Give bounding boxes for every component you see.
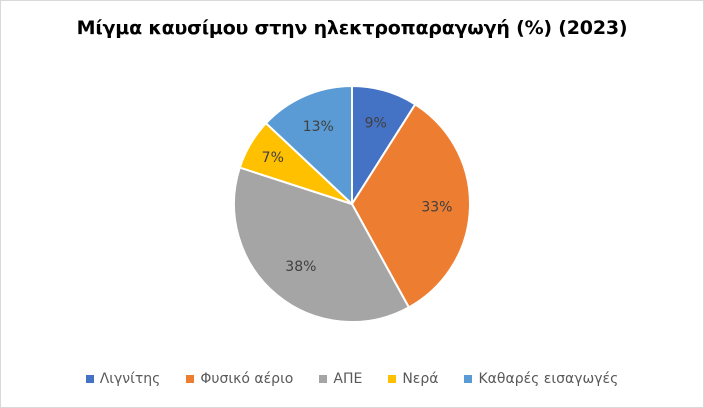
legend-swatch-icon [319,375,328,383]
data-label: 13% [303,119,334,135]
legend-item-res[interactable]: ΑΠΕ [319,371,362,387]
legend-item-net-imports[interactable]: Καθαρές εισαγωγές [464,371,618,387]
legend: Λιγνίτης Φυσικό αέριο ΑΠΕ Νερά Καθαρές ε… [0,371,704,387]
legend-label: Λιγνίτης [99,371,161,387]
legend-label: Νερά [402,371,439,387]
data-label: 9% [365,115,387,131]
legend-item-hydro[interactable]: Νερά [388,371,438,387]
legend-item-lignite[interactable]: Λιγνίτης [85,371,161,387]
data-label: 33% [421,200,452,216]
legend-label: Φυσικό αέριο [200,371,294,387]
data-label: 38% [285,259,316,275]
legend-swatch-icon [388,375,397,383]
chart-title: Μίγμα καυσίμου στην ηλεκτροπαραγωγή (%) … [76,17,628,39]
legend-item-natural-gas[interactable]: Φυσικό αέριο [186,371,293,387]
slice-net-imports[interactable] [264,84,353,207]
legend-swatch-icon [85,375,94,383]
legend-label: Καθαρές εισαγωγές [478,371,619,387]
data-label: 7% [262,150,284,166]
legend-swatch-icon [186,375,195,383]
legend-swatch-icon [464,375,473,383]
legend-label: ΑΠΕ [333,371,363,387]
slice-res[interactable] [233,166,411,323]
